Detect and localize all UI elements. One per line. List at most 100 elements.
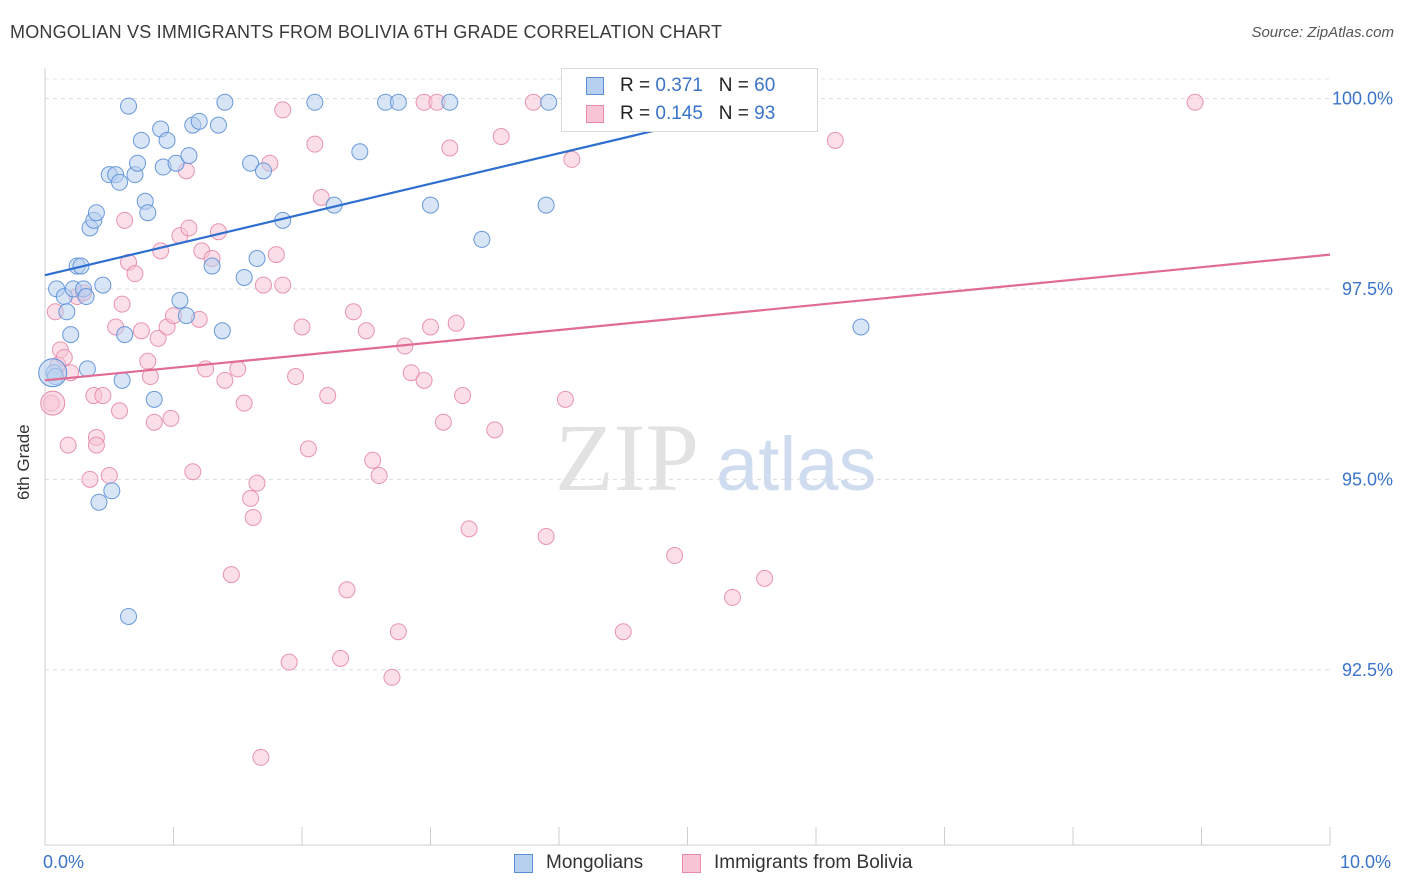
data-point-bolivia [319,387,337,405]
data-point-mongolian [111,173,129,191]
legend-n-value: 60 [754,75,776,96]
data-point-bolivia [59,436,77,454]
series-mongolians-points [38,93,870,625]
data-point-mongolian [242,154,260,172]
data-point-mongolian [852,318,870,336]
data-point-mongolian [422,196,439,214]
data-point-bolivia [235,394,253,412]
data-point-bolivia [826,131,844,149]
data-point-mongolian [537,196,555,214]
data-point-bolivia [180,219,198,237]
data-point-bolivia [81,470,99,488]
bottom-legend-swatch-bolivia [682,854,701,873]
data-point-mongolian [235,268,253,286]
data-point-mongolian [213,322,231,340]
data-point-bolivia [162,409,180,427]
data-point-mongolian [78,360,96,378]
bottom-legend-swatch-mongolians [514,854,533,873]
data-point-mongolian [58,303,76,321]
data-point-bolivia [184,463,202,481]
data-point-bolivia [344,303,362,321]
data-point-bolivia [274,276,292,294]
data-point-bolivia [254,276,272,294]
data-point-bolivia [87,436,105,454]
data-point-mongolian [216,93,234,111]
data-point-mongolian [167,154,185,172]
data-point-mongolian [120,607,138,625]
data-point-bolivia [383,668,401,686]
data-point-bolivia [1186,93,1204,111]
data-point-mongolian [540,93,558,111]
data-point-bolivia [454,387,472,405]
data-point-bolivia [306,135,324,153]
data-point-mongolian [132,131,150,149]
y-tick-label: 97.5% [1342,279,1393,299]
data-point-mongolian [351,143,369,161]
data-point-bolivia [242,489,260,507]
watermark-atlas: atlas [716,422,877,507]
data-point-mongolian [116,326,134,344]
data-point-mongolian [90,493,108,511]
legend-box: R = 0.371 N = 60 R = 0.145 N = 93 [561,68,818,132]
data-point-bolivia [312,189,330,206]
y-tick-label: 100.0% [1332,88,1393,108]
data-point-mongolian [145,390,163,408]
data-point-mongolian [209,116,227,134]
data-point-mongolian [177,307,195,325]
data-point-mongolian [94,276,112,294]
data-point-bolivia [524,93,542,111]
data-point-bolivia [139,352,157,370]
data-point-bolivia [222,566,240,584]
data-point-mongolian [139,204,157,222]
data-point-bolivia [364,451,382,469]
data-point-bolivia [100,467,118,485]
data-point-bolivia [434,413,452,431]
legend-r-value: 0.145 [655,103,703,124]
data-point-bolivia [666,547,684,565]
y-tick-label: 95.0% [1342,469,1393,489]
data-point-mongolian [306,93,324,111]
data-point-bolivia [556,390,574,408]
data-point-bolivia [229,360,247,378]
data-point-mongolian [113,371,131,389]
legend-n-label: N = [718,103,755,124]
data-point-mongolian [190,112,208,130]
legend-swatch-bolivia [586,105,604,123]
data-point-mongolian [441,93,459,111]
data-point-mongolian [129,154,147,172]
data-point-bolivia [447,314,465,332]
data-point-mongolian [158,131,176,149]
bottom-legend-label-mongolians: Mongolians [546,852,644,873]
legend-n-value: 93 [754,103,776,124]
data-point-bolivia [299,440,317,458]
data-point-bolivia [563,150,581,168]
data-point-bolivia [287,368,305,386]
data-point-mongolian [389,93,407,111]
data-point-bolivia [126,265,144,283]
data-point-mongolian [103,482,121,500]
axes [44,68,1331,846]
data-point-bolivia [357,322,375,340]
y-tick-labels: 100.0% 97.5% 95.0% 92.5% [1332,88,1393,679]
data-point-mongolian-large [38,358,68,388]
data-point-bolivia [141,368,159,386]
data-point-mongolian [171,291,189,309]
legend-swatch-mongolians [586,77,604,95]
watermark: ZIP atlas [555,404,877,511]
data-point-bolivia [389,623,407,641]
data-point-bolivia [370,467,388,485]
legend-r-value: 0.371 [655,75,703,96]
y-tick-label: 92.5% [1342,660,1393,680]
data-point-bolivia [415,371,433,389]
legend-r-label: R = [620,103,656,124]
trend-line-bolivia [44,253,1331,382]
data-point-bolivia [756,569,774,587]
data-point-bolivia [113,295,131,313]
data-point-bolivia [332,649,350,667]
data-point-bolivia [402,364,420,382]
data-point-mongolian [473,230,491,248]
data-point-bolivia [152,242,170,260]
x-tick-label-max: 10.0% [1340,852,1392,872]
legend-r-label: R = [620,75,656,96]
